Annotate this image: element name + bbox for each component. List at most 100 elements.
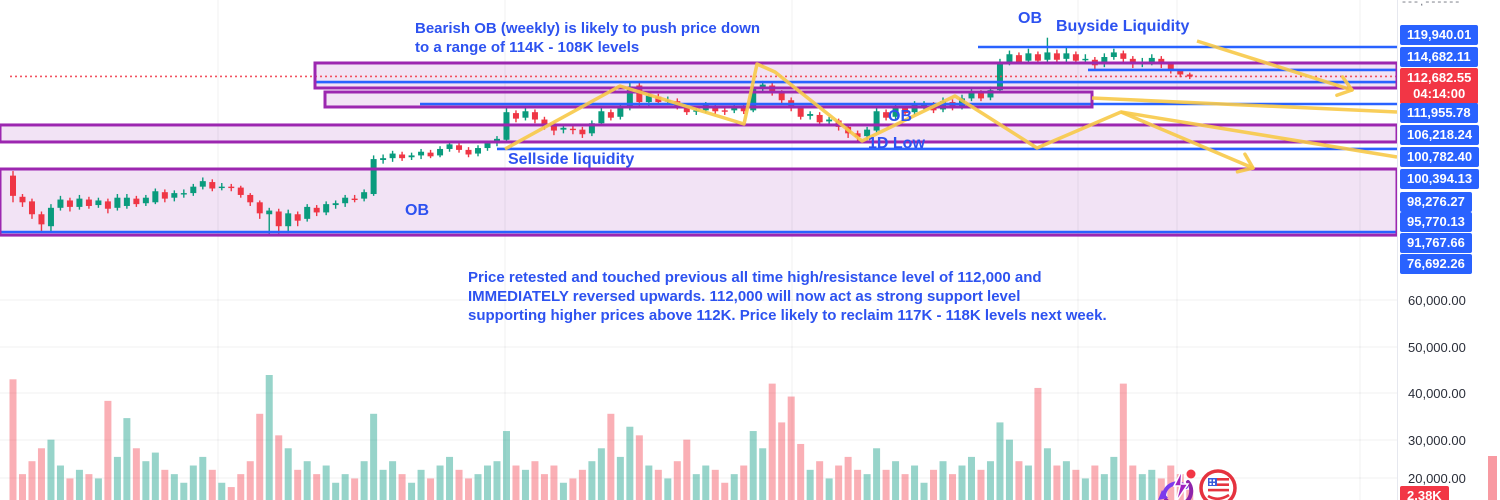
candle-body (1148, 57, 1155, 63)
candle-body (883, 112, 890, 118)
volume-bar (370, 413, 378, 500)
ob-label-top[interactable]: OB (1018, 10, 1042, 27)
volume-bar (550, 465, 558, 500)
candle-body (816, 114, 823, 123)
volume-bar (512, 465, 520, 500)
volume-bar (949, 474, 957, 500)
volume-bar (56, 465, 64, 500)
retest-annotation[interactable]: Price retested and touched previous all … (468, 269, 1107, 324)
ob-label-left[interactable]: OB (405, 202, 429, 219)
candle-body (797, 108, 804, 117)
volume-bar (246, 461, 254, 500)
volume-bar (237, 474, 245, 500)
candle-body (1063, 53, 1070, 59)
candle-body (968, 91, 975, 99)
candle-body (1006, 54, 1013, 63)
volume-bar (540, 474, 548, 500)
candle-body (598, 111, 605, 124)
candle-body (342, 197, 349, 204)
volume-bar (408, 482, 416, 500)
volume-bar (901, 474, 909, 500)
volume-bar (37, 448, 45, 500)
volume-bar (1138, 474, 1146, 500)
volume-bar (683, 439, 691, 500)
price-path-arrow[interactable] (504, 62, 1254, 170)
price-level-badge: 76,692.26 (1400, 254, 1472, 274)
candle-body (389, 153, 396, 159)
mid-band-zone[interactable] (0, 124, 1397, 142)
candle-body (285, 213, 292, 227)
candle-body (588, 123, 595, 134)
candle-body (123, 197, 130, 206)
volume-bar (749, 431, 757, 500)
candle-body (247, 194, 254, 203)
candle-body (569, 128, 576, 131)
candle-body (522, 111, 529, 118)
volume-bar (996, 422, 1004, 500)
candle-body (911, 104, 918, 113)
volume-bar (389, 461, 397, 500)
path-extension[interactable] (1120, 110, 1398, 159)
candle-body (351, 198, 358, 201)
sellside-liquidity-label[interactable]: Sellside liquidity (508, 151, 635, 168)
volume-bar (1119, 383, 1127, 500)
candle-body (408, 155, 415, 158)
volume-bar (1043, 448, 1051, 500)
candle-body (446, 144, 453, 149)
us-economic-event-icon[interactable] (1199, 469, 1237, 500)
volume-bar (1072, 469, 1080, 500)
volume-bar (702, 465, 710, 500)
volume-bar (446, 456, 454, 500)
volume-bar (825, 478, 833, 500)
candle-body (275, 211, 282, 227)
candle-body (826, 119, 833, 122)
candle-body (550, 125, 557, 131)
price-axis[interactable]: ---,------ 119,940.01114,682.11112,682.5… (1397, 0, 1500, 500)
candle-body (76, 198, 83, 207)
volume-bar (1024, 465, 1032, 500)
candle-body (361, 192, 368, 199)
candle-body (104, 201, 111, 209)
volume-bar (284, 448, 292, 500)
volume-bar (578, 469, 586, 500)
refresh-lightning-icon[interactable] (1158, 469, 1196, 500)
projection-arrow[interactable] (1196, 39, 1353, 92)
ob-label-mid[interactable]: OB (888, 108, 912, 125)
price-level-badge: 100,394.13 (1400, 169, 1480, 189)
volume-bar (911, 465, 919, 500)
volume-bar (854, 469, 862, 500)
candle-body (1177, 70, 1184, 75)
projection-line[interactable] (1091, 96, 1398, 114)
candle-body (541, 119, 548, 126)
bearish-ob-weekly-zone[interactable] (315, 62, 1397, 88)
volume-bar (1015, 461, 1023, 500)
current-volume-bar (1488, 456, 1497, 500)
candle-body (10, 175, 16, 196)
bearish-ob-annotation[interactable]: Bearish OB (weekly) is likely to push pr… (415, 20, 761, 56)
volume-bar (170, 474, 178, 500)
volume-bar (892, 461, 900, 500)
candle-body (142, 197, 149, 204)
volume-bar (730, 474, 738, 500)
candle-body (256, 202, 263, 214)
volume-bar (85, 474, 93, 500)
candle-body (38, 214, 45, 225)
volume-bar (218, 482, 226, 500)
volume-bar (930, 469, 938, 500)
candle-body (323, 204, 330, 213)
one-day-low-label[interactable]: 1D Low (868, 135, 925, 152)
lower-ob-zone[interactable] (0, 169, 1397, 236)
volume-bar (294, 469, 302, 500)
candle-body (721, 110, 728, 112)
candle-body (740, 106, 747, 112)
volume-bar (502, 431, 510, 500)
candle-body (57, 199, 64, 208)
volume-bar (873, 448, 881, 500)
volume-bar (28, 461, 36, 500)
volume-bar (1100, 474, 1108, 500)
buyside-liquidity-label[interactable]: Buyside Liquidity (1056, 18, 1190, 35)
volume-bar (986, 461, 994, 500)
candle-body (1015, 55, 1022, 62)
